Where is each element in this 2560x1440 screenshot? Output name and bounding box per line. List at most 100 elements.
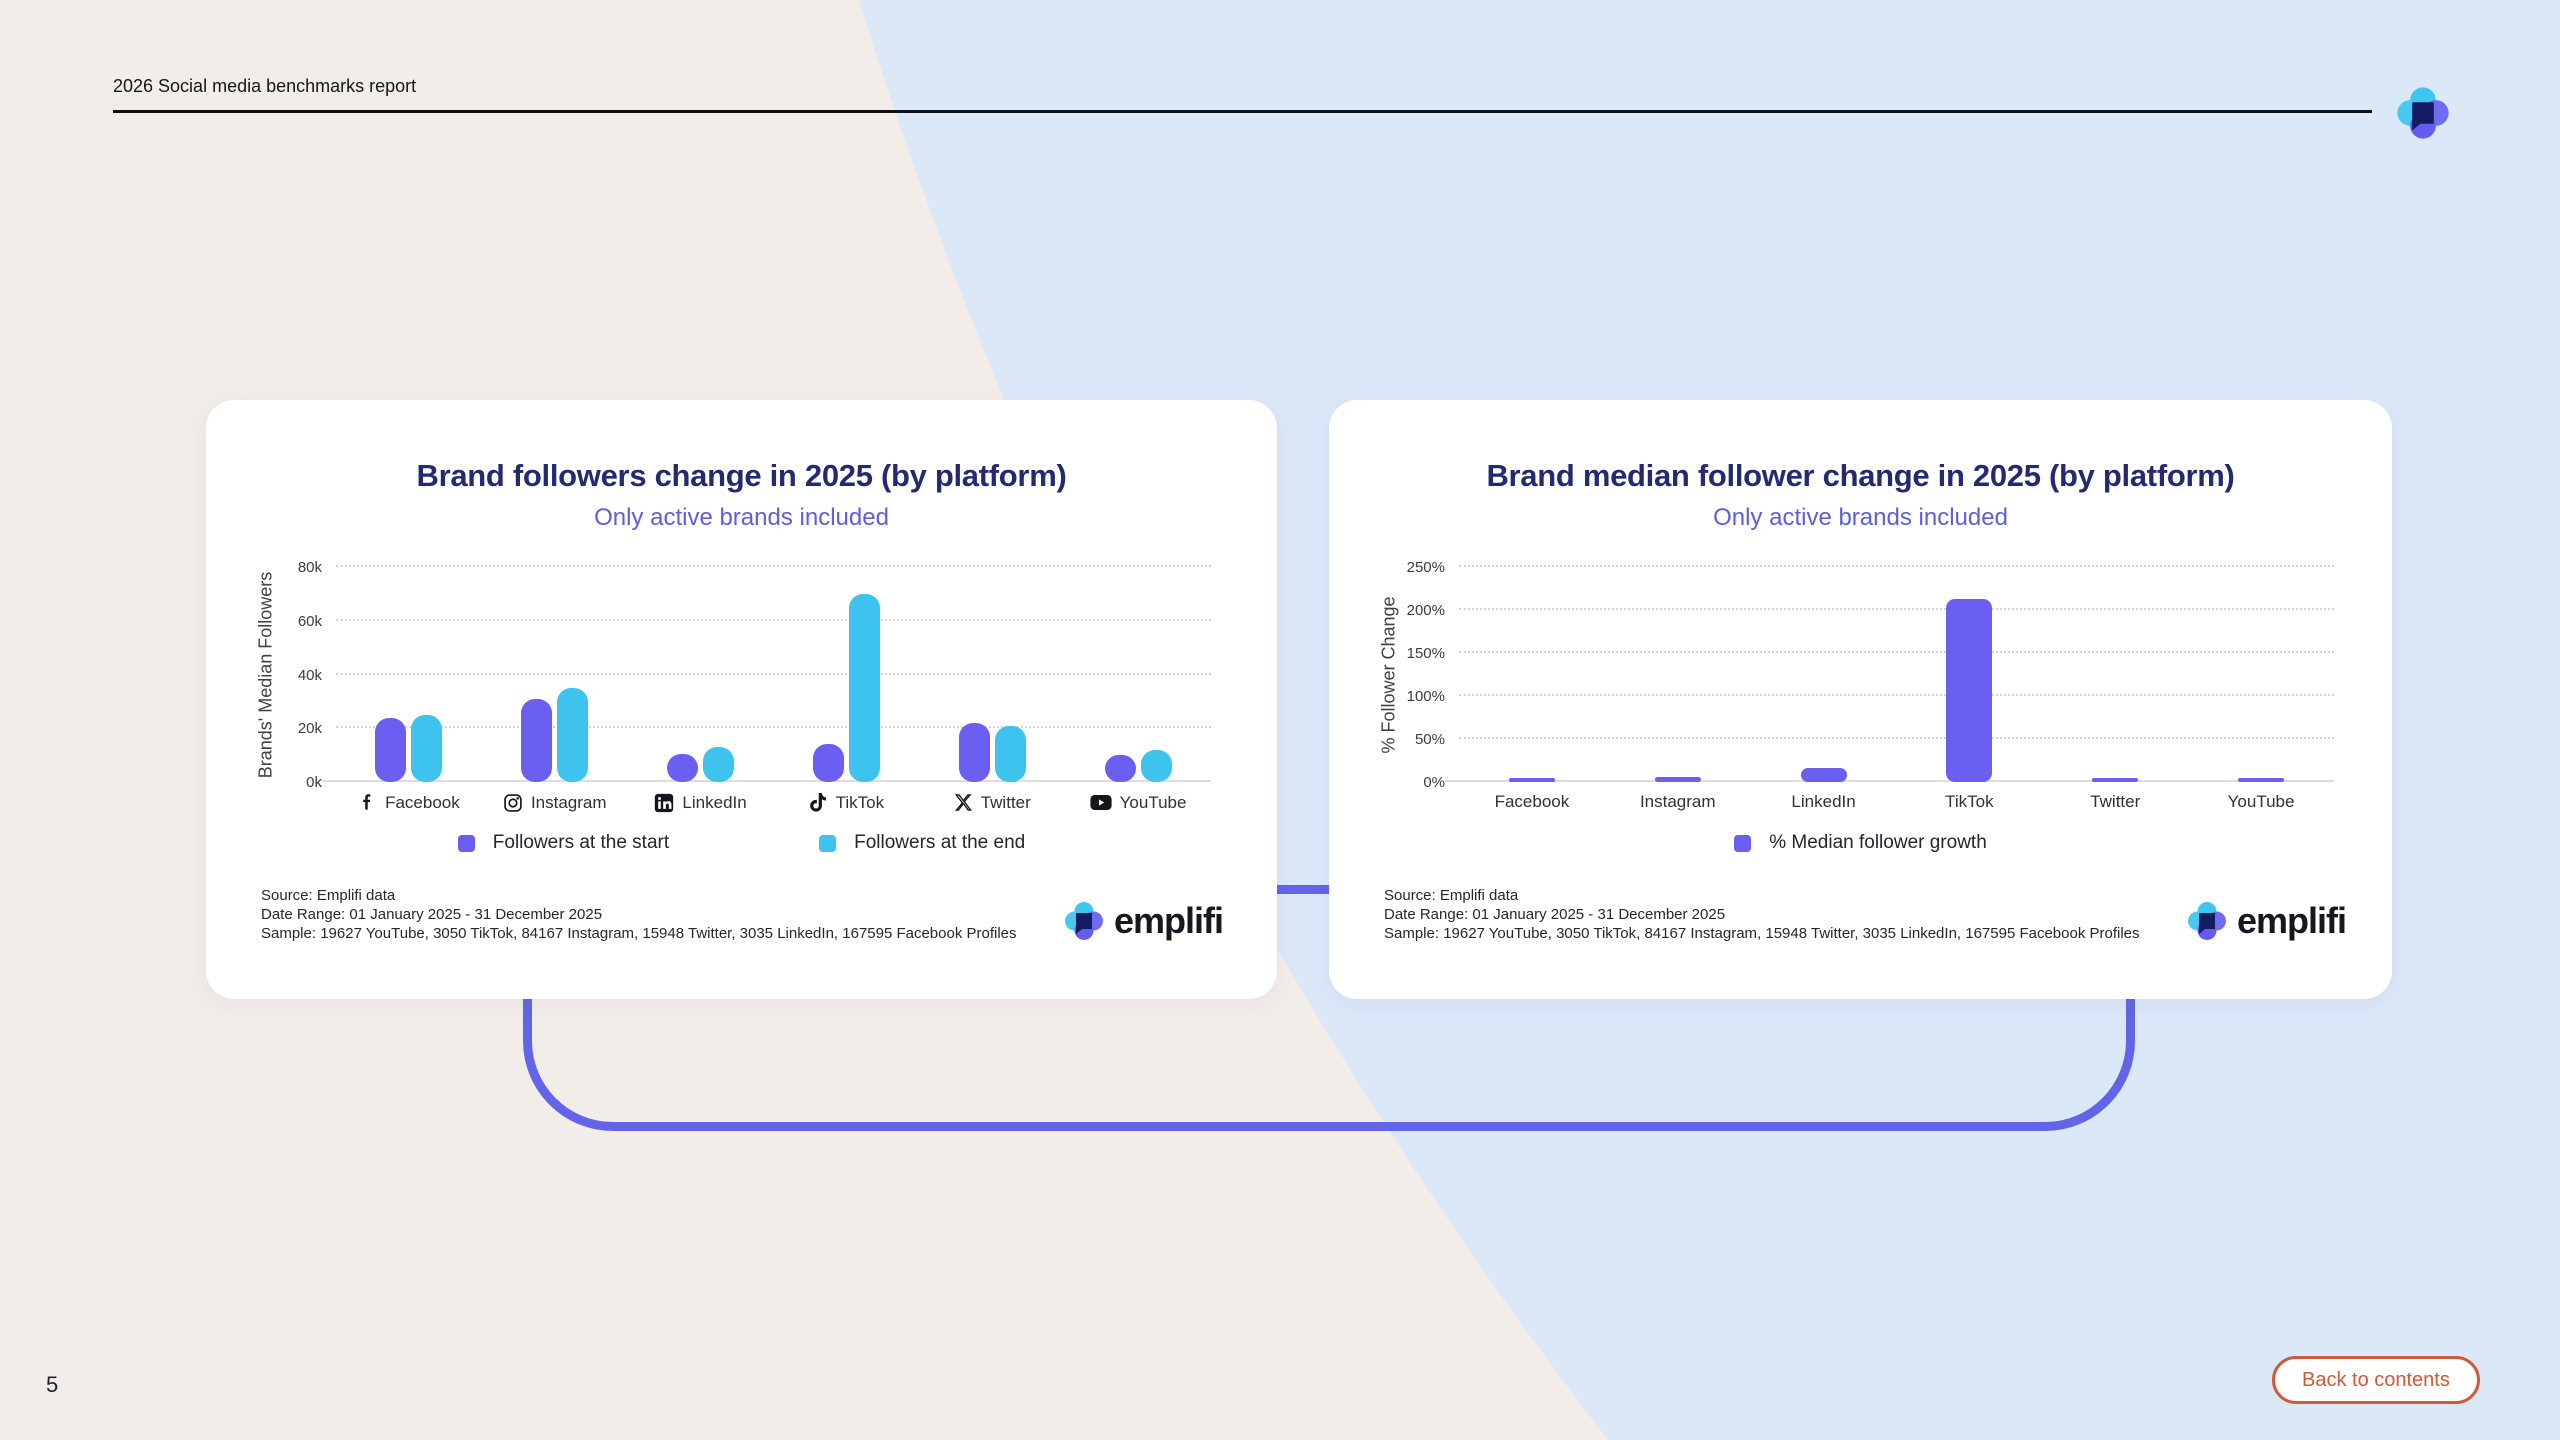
x-label-twitter: Twitter <box>919 792 1065 813</box>
bar-youtube <box>1104 755 1136 782</box>
emplifi-logo: emplifi <box>2187 900 2347 942</box>
bar-group-instagram <box>1605 567 1751 782</box>
x-label-youtube: YouTube <box>1065 792 1211 813</box>
gridline <box>1459 608 2334 610</box>
linkedin-icon <box>654 793 674 813</box>
bar-group-instagram <box>482 567 628 782</box>
connector-line-segment <box>1250 885 1360 894</box>
chart-legend: Followers at the start Followers at the e… <box>206 832 1277 854</box>
y-tick-label: 40k <box>297 666 322 684</box>
plot-area: 0k 20k 40k 60k 80k <box>298 559 1211 791</box>
source-line: Source: Emplifi data <box>1384 887 1519 904</box>
y-tick-label: 20k <box>297 720 322 738</box>
source-line: Date Range: 01 January 2025 - 31 Decembe… <box>1384 906 1726 923</box>
legend-swatch <box>819 834 837 852</box>
bar-linkedin <box>667 753 699 782</box>
bar-group-facebook <box>1459 567 1605 782</box>
bar-tiktok <box>1946 598 1993 782</box>
category-label: TikTok <box>835 792 885 812</box>
x-label-tiktok: TikTok <box>1896 792 2042 812</box>
chart-subtitle: Only active brands included <box>594 504 889 531</box>
legend-swatch <box>457 834 475 852</box>
legend-label: % Median follower growth <box>1769 832 1987 853</box>
legend-item: Followers at the start <box>457 832 670 854</box>
y-axis-label: % Follower Change <box>1378 596 1399 754</box>
report-header-title: 2026 Social media benchmarks report <box>113 76 417 96</box>
legend-item: % Median follower growth <box>1734 832 1987 854</box>
y-tick-label: 50% <box>1414 731 1445 748</box>
youtube-icon <box>1090 794 1112 811</box>
gridline <box>1459 565 2334 567</box>
twitter-x-icon <box>954 793 973 812</box>
x-axis-labels: Facebook Instagram LinkedIn TikTok Twitter Yo… <box>336 792 1211 813</box>
source-line: Sample: 19627 YouTube, 3050 TikTok, 8416… <box>1384 925 2140 942</box>
connector-line-bracket <box>523 999 2135 1131</box>
category-label: Instagram <box>530 792 607 812</box>
bars-container <box>336 567 1211 782</box>
category-label: LinkedIn <box>682 792 747 812</box>
emplifi-flower-icon <box>2396 86 2450 145</box>
legend-item: Followers at the end <box>819 832 1025 854</box>
legend-swatch <box>1734 834 1752 852</box>
bar-instagram <box>1654 776 1701 782</box>
x-label-linkedin: LinkedIn <box>1751 792 1897 812</box>
bar-facebook <box>411 714 443 782</box>
instagram-icon <box>503 793 523 813</box>
source-note: Source: Emplifi data Date Range: 01 Janua… <box>261 886 1017 943</box>
tiktok-icon <box>809 792 828 813</box>
gridline <box>1459 651 2334 653</box>
y-tick-label: 100% <box>1406 688 1445 705</box>
y-tick-label: 200% <box>1406 602 1445 619</box>
chart-subtitle: Only active brands included <box>1713 504 2008 531</box>
back-to-contents-button[interactable]: Back to contents <box>2272 1356 2480 1404</box>
y-tick-label: 0k <box>306 774 322 791</box>
x-label-instagram: Instagram <box>482 792 628 813</box>
category-label: Facebook <box>1494 792 1570 811</box>
bar-instagram <box>521 698 553 782</box>
bar-twitter <box>994 725 1026 782</box>
bar-facebook <box>375 717 407 782</box>
x-label-facebook: Facebook <box>1459 792 1605 812</box>
gridline <box>336 726 1211 729</box>
category-label: YouTube <box>2227 792 2295 811</box>
bar-group-youtube <box>1065 567 1211 782</box>
bar-group-tiktok <box>1896 567 2042 782</box>
followers-change-card: Brand followers change in 2025 (by platf… <box>206 400 1277 999</box>
source-line: Sample: 19627 YouTube, 3050 TikTok, 8416… <box>261 925 1017 942</box>
y-tick-label: 80k <box>297 559 322 576</box>
plot-area: 0% 50% 100% 150% 200% 250% <box>1407 559 2334 791</box>
bar-linkedin <box>703 747 735 782</box>
y-axis-label: Brands' Median Followers <box>255 571 276 779</box>
bar-group-linkedin <box>628 567 774 782</box>
x-label-instagram: Instagram <box>1605 792 1751 812</box>
bar-tiktok <box>848 593 880 782</box>
legend-label: Followers at the start <box>492 832 670 853</box>
bar-linkedin <box>1800 768 1847 782</box>
source-line: Source: Emplifi data <box>261 887 396 904</box>
gridline <box>1459 737 2334 739</box>
bar-group-twitter <box>919 567 1065 782</box>
bar-youtube <box>2238 777 2285 782</box>
bar-twitter <box>958 722 990 782</box>
bar-twitter <box>2092 778 2139 782</box>
y-tick-label: 0% <box>1423 774 1445 791</box>
source-note: Source: Emplifi data Date Range: 01 Janua… <box>1384 886 2140 943</box>
x-label-linkedin: LinkedIn <box>628 792 774 813</box>
chart-title: Brand median follower change in 2025 (by… <box>1486 458 2235 493</box>
category-label: TikTok <box>1945 792 1994 811</box>
bar-group-tiktok <box>773 567 919 782</box>
bar-instagram <box>557 687 589 782</box>
gridline <box>336 618 1211 621</box>
page-number: 5 <box>46 1372 59 1397</box>
x-label-twitter: Twitter <box>2042 792 2188 812</box>
bar-group-youtube <box>2188 567 2334 782</box>
emplifi-wordmark: emplifi <box>2237 900 2347 941</box>
category-label: Facebook <box>385 792 460 812</box>
bars-container <box>1459 567 2334 782</box>
gridline <box>336 565 1211 567</box>
category-label: YouTube <box>1119 792 1187 812</box>
bar-group-twitter <box>2042 567 2188 782</box>
y-tick-label: 60k <box>297 612 322 630</box>
header-divider <box>113 110 2372 113</box>
